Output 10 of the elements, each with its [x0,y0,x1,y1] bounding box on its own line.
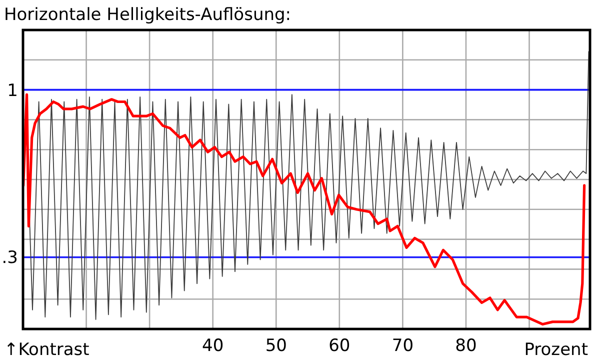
y-axis-title: ↑Kontrast [4,340,90,360]
x-tick-label: 70 [392,336,414,356]
ref-line-label: .3 [2,248,18,268]
chart-title: Horizontale Helligkeits-Auflösung: [4,5,292,25]
x-tick-label: 40 [202,336,224,356]
x-tick-label: 60 [328,336,350,356]
x-axis-title: Prozent [524,340,588,360]
ref-line-label: 1 [7,80,18,101]
x-tick-label: 80 [455,336,477,356]
x-tick-label: 50 [265,336,287,356]
